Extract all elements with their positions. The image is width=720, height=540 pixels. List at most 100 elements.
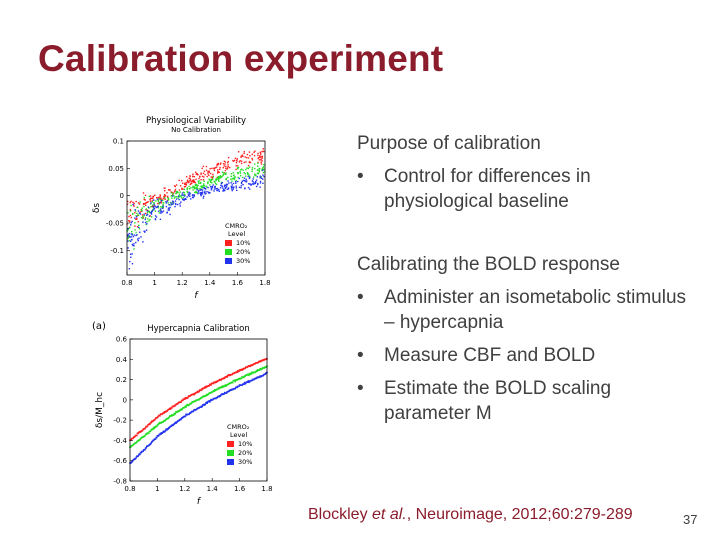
data-point [142,215,144,218]
data-point [208,174,210,177]
data-point [185,176,188,178]
data-point [174,196,176,198]
data-point [133,245,135,247]
data-point [132,443,135,446]
data-point [259,156,261,159]
legend-label: 30% [238,458,252,466]
data-point [259,159,262,161]
data-point [257,182,259,185]
data-point [171,195,174,197]
data-point [148,215,151,217]
data-point [227,156,230,159]
chart-subtitle: No Calibration [171,126,221,134]
data-point [244,367,247,370]
data-point [183,192,186,194]
data-point [209,399,212,402]
data-point [138,226,140,229]
x-tick-label: 1.4 [204,279,216,287]
data-point [136,434,138,437]
data-point [148,195,151,198]
data-point [230,182,232,184]
data-point [231,373,233,376]
data-point [137,455,139,457]
data-point [257,161,259,164]
y-tick-label: 0.05 [108,165,124,173]
data-point [144,202,147,204]
data-point [168,416,171,418]
legend-label: 10% [236,239,250,247]
data-point [257,183,259,186]
data-point [181,408,184,411]
data-point [129,208,132,211]
data-point [129,446,132,449]
data-point [202,195,205,198]
data-point [263,367,266,369]
data-point [153,203,155,206]
data-point [236,371,238,374]
data-point [192,179,194,182]
data-point [243,376,245,378]
data-point [180,418,182,421]
y-tick-label: -0.4 [113,437,127,445]
data-point [153,202,155,204]
data-point [213,190,215,192]
data-point [210,187,213,190]
data-point [248,174,250,176]
data-point [262,182,264,184]
data-point [147,210,150,213]
data-point [221,175,223,178]
data-point [194,188,196,190]
data-point [164,195,167,197]
data-point [212,382,215,385]
data-point [174,202,177,205]
data-point [220,176,222,178]
data-point [222,173,225,176]
data-point [240,160,243,162]
data-point [192,410,195,412]
data-point [257,172,259,175]
data-point [204,191,206,194]
data-point [230,173,233,175]
data-point [243,177,246,179]
data-point [240,185,242,187]
data-point [127,200,129,203]
data-point [244,180,247,182]
data-point [161,199,163,201]
data-point [145,208,148,210]
data-point [241,180,243,182]
data-point [226,188,229,190]
data-point [127,240,129,242]
data-point [174,413,176,416]
data-point [170,195,172,197]
data-point [188,188,191,190]
data-point [132,213,134,215]
data-point [259,156,262,158]
data-point [195,192,197,194]
data-point [258,169,260,172]
data-point [247,380,250,382]
data-point [167,202,169,204]
data-point [222,163,225,165]
data-point [174,188,177,191]
data-point [222,172,225,174]
data-point [216,164,218,166]
data-point [231,178,234,180]
data-point [135,234,137,237]
data-point [201,188,203,190]
data-point [183,188,186,191]
x-tick-label: 1.4 [207,485,219,493]
data-point [225,178,227,181]
data-point [192,189,194,191]
data-point [247,167,250,170]
data-point [210,179,213,182]
data-point [211,186,214,189]
data-point [132,235,135,238]
data-point [167,417,170,419]
data-point [159,199,162,201]
data-point [207,191,210,194]
data-point [183,186,186,188]
data-point [203,186,205,189]
data-point [236,167,239,169]
data-point [261,157,264,159]
data-point [221,185,223,187]
